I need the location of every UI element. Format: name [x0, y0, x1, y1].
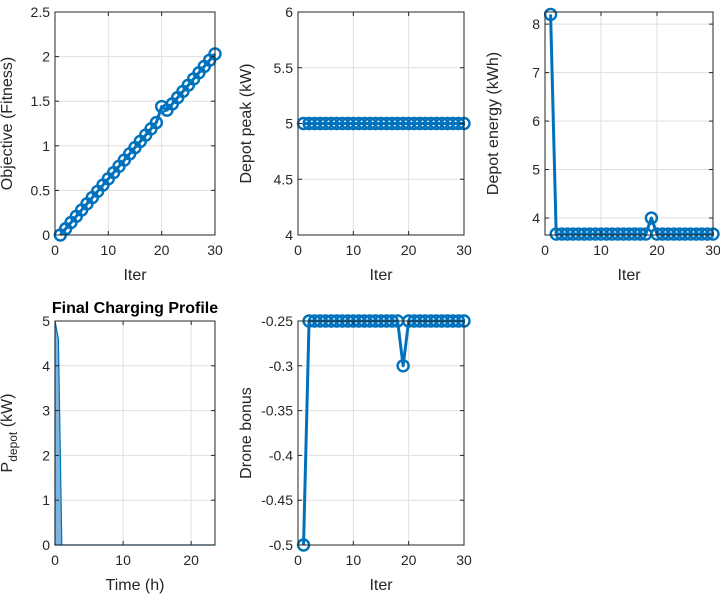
y-axis-label-unit: (kW) [0, 394, 16, 432]
y-tick-label: -0.5 [269, 537, 293, 553]
axes-box [544, 11, 714, 236]
y-tick-label: -0.4 [269, 447, 293, 463]
y-tick-label: 1.5 [31, 93, 51, 109]
x-tick-label: 10 [346, 552, 362, 568]
y-tick-label: 2 [42, 49, 50, 65]
y-tick-label: 5 [42, 313, 50, 329]
x-tick-label: 30 [456, 552, 472, 568]
x-tick-label: 0 [51, 242, 59, 258]
x-tick-label: 10 [101, 242, 117, 258]
data-point [396, 359, 410, 373]
x-tick-label: 30 [705, 242, 720, 258]
y-tick-label: 0 [42, 227, 50, 243]
panel-5: 0 10 20 30 -0.5 -0.45 -0.4 -0.35 -0.3 -0.25 Iter Dr… [238, 313, 472, 594]
plot-area [55, 12, 215, 235]
y-tick-label: 6 [532, 113, 540, 129]
data-point [149, 115, 164, 130]
x-tick-label: 20 [183, 552, 199, 568]
y-tick-label: -0.35 [261, 403, 293, 419]
x-tick-label: 10 [346, 242, 362, 258]
y-tick-label: 5.5 [274, 60, 294, 76]
y-tick-label: -0.25 [261, 313, 293, 329]
y-tick-label: 4 [42, 358, 50, 374]
x-tick-label: 0 [51, 552, 59, 568]
x-tick-label: 0 [294, 552, 302, 568]
panel-2: 0 10 20 30 4 4.5 5 5.5 6 Iter Depot peak (kW) [238, 4, 472, 284]
axes-box [54, 11, 216, 236]
x-tick-label: 10 [593, 242, 609, 258]
y-tick-label: 1 [42, 138, 50, 154]
y-tick-label: 8 [532, 16, 540, 32]
x-axis-label: Iter [369, 577, 393, 594]
y-tick-label: 6 [285, 4, 293, 20]
y-axis-label: Depot peak (kW) [238, 63, 255, 183]
y-tick-label: 4 [285, 227, 293, 243]
axes-box [297, 320, 465, 546]
panel-4: 0 10 20 0 1 2 3 4 5 Time (h) Pdepot (kW) Final Char… [0, 300, 218, 594]
plot-area [545, 12, 713, 235]
panel-1: 0 10 20 30 0 0.5 1 1.5 2 2.5 Iter Objective (Fitnes… [0, 4, 223, 284]
x-tick-label: 20 [649, 242, 665, 258]
plot-area [298, 321, 464, 545]
y-tick-label: 0 [42, 537, 50, 553]
data-point [633, 227, 647, 241]
x-tick-label: 20 [154, 242, 170, 258]
x-tick-label: 0 [541, 242, 549, 258]
panel-3: 0 10 20 30 4 5 6 7 8 Iter Depot energy (kWh) [485, 7, 720, 284]
x-tick-label: 30 [456, 242, 472, 258]
x-axis-label: Iter [617, 267, 641, 284]
x-tick-label: 0 [294, 242, 302, 258]
y-axis-label-main: P [0, 462, 16, 473]
y-tick-label: 0.5 [31, 182, 51, 198]
x-tick-label: 10 [115, 552, 131, 568]
y-axis-label: Drone bonus [238, 387, 255, 479]
y-tick-label: 2 [42, 447, 50, 463]
y-axis-label: Objective (Fitness) [0, 57, 16, 190]
y-tick-label: 4.5 [274, 171, 294, 187]
y-tick-label: 2.5 [31, 4, 51, 20]
y-axis-label-subscript: depot [6, 431, 20, 462]
x-axis-label: Iter [369, 267, 393, 284]
y-tick-label: 3 [42, 403, 50, 419]
x-axis-label: Time (h) [106, 577, 165, 594]
plot-area [55, 321, 215, 545]
x-tick-label: 30 [207, 242, 223, 258]
x-tick-label: 20 [401, 552, 417, 568]
series-line [59, 52, 217, 236]
y-tick-label: 7 [532, 65, 540, 81]
chart-title: Final Charging Profile [52, 300, 218, 317]
y-tick-label: 4 [532, 210, 540, 226]
y-tick-label: 5 [532, 162, 540, 178]
data-point [644, 211, 659, 225]
y-tick-label: 5 [285, 116, 293, 132]
y-axis-label: Pdepot (kW) [0, 394, 20, 473]
axes-box [54, 320, 216, 546]
x-tick-label: 20 [401, 242, 417, 258]
y-axis-label: Depot energy (kWh) [485, 52, 502, 195]
y-tick-label: 1 [42, 492, 50, 508]
x-axis-label: Iter [123, 267, 147, 284]
y-tick-label: -0.3 [269, 358, 293, 374]
y-tick-label: -0.45 [261, 492, 293, 508]
